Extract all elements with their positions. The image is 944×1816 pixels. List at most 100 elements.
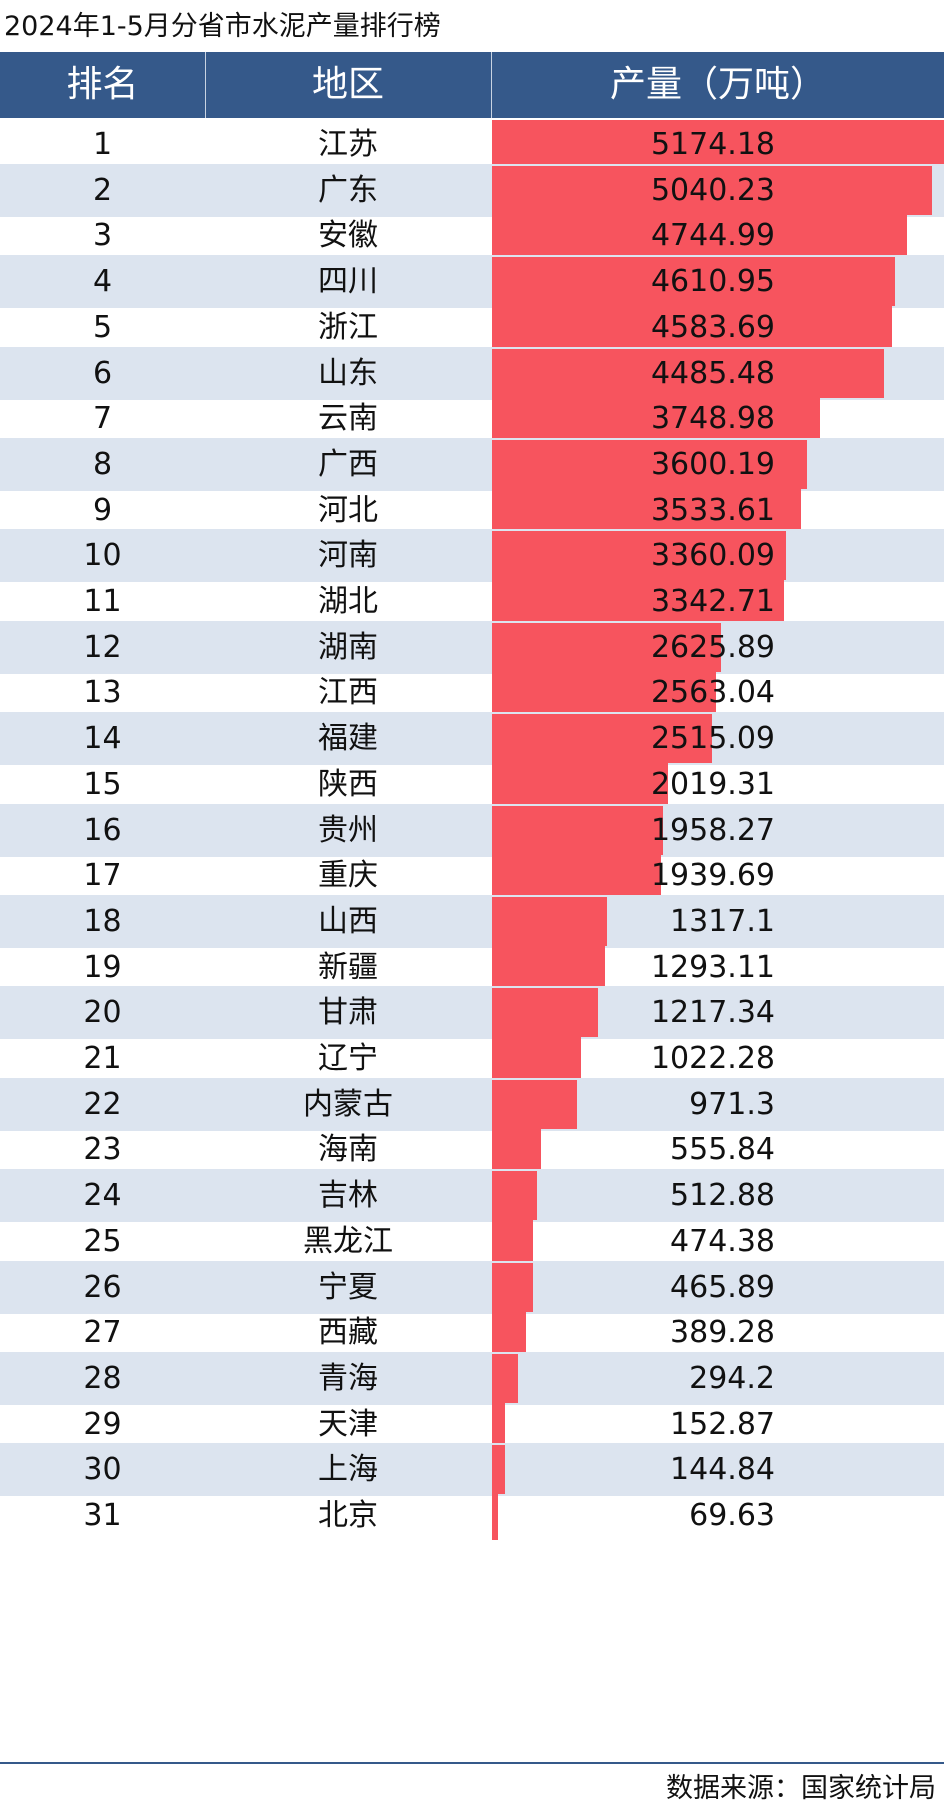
chart-title: 2024年1-5月分省市水泥产量排行榜 [4, 11, 441, 42]
output-bar [492, 1353, 518, 1403]
table-row: 25 黑龙江 474.38 [0, 1215, 944, 1268]
output-value: 1958.27 [650, 812, 775, 848]
output-bar [492, 714, 712, 764]
region-cell: 江西 [318, 675, 378, 711]
table-row: 20 甘肃 1217.34 [0, 986, 944, 1040]
region-cell: 新疆 [318, 949, 378, 985]
region-cell: 河北 [318, 492, 378, 528]
region-cell: 湖南 [318, 629, 378, 665]
output-bar [492, 942, 605, 992]
region-cell: 宁夏 [318, 1269, 378, 1305]
region-cell: 甘肃 [318, 995, 378, 1031]
table-row: 7 云南 3748.98 [0, 392, 944, 445]
region-cell: 江苏 [318, 127, 378, 162]
output-value: 4610.95 [650, 264, 775, 300]
table-row: 4 四川 4610.95 [0, 255, 944, 309]
region-cell: 福建 [318, 721, 378, 757]
output-bar [492, 805, 664, 855]
output-value: 3533.61 [650, 492, 775, 528]
region-cell: 上海 [318, 1452, 378, 1488]
table-row: 3 安徽 4744.99 [0, 209, 944, 262]
region-cell: 河南 [318, 538, 378, 574]
rank-cell: 22 [83, 1086, 122, 1122]
rank-cell: 18 [83, 903, 122, 939]
output-bar [492, 622, 722, 672]
output-value: 465.89 [670, 1269, 775, 1305]
output-bar [492, 531, 786, 581]
output-bar [492, 1445, 505, 1495]
region-cell: 广东 [318, 172, 378, 208]
rank-cell: 9 [92, 492, 113, 528]
rank-cell: 11 [83, 584, 122, 619]
table-row: 2 广东 5040.23 [0, 163, 944, 217]
output-bar [492, 896, 608, 946]
output-bar [492, 1079, 577, 1129]
region-cell: 重庆 [318, 858, 378, 894]
table-row: 31 北京 69.63 [0, 1489, 944, 1542]
table-row: 23 海南 555.84 [0, 1123, 944, 1176]
output-value: 1293.11 [650, 949, 775, 985]
output-value: 152.87 [670, 1406, 775, 1442]
output-bar [492, 988, 599, 1038]
output-value: 5174.18 [650, 127, 775, 162]
region-cell: 广西 [318, 446, 378, 482]
rank-cell: 14 [83, 721, 122, 757]
output-value: 1217.34 [650, 995, 775, 1031]
region-cell: 辽宁 [318, 1041, 378, 1076]
output-value: 69.63 [689, 1498, 775, 1533]
region-cell: 海南 [318, 1132, 378, 1168]
table-row: 22 内蒙古 971.3 [0, 1077, 944, 1131]
rank-cell: 15 [83, 766, 122, 802]
region-cell: 天津 [318, 1406, 378, 1442]
table-row: 12 湖南 2625.89 [0, 620, 944, 674]
rank-cell: 7 [92, 401, 113, 437]
output-bar [492, 1125, 541, 1175]
output-bar [492, 394, 820, 444]
output-bar [492, 1399, 506, 1449]
table-row: 17 重庆 1939.69 [0, 849, 944, 902]
rank-cell: 4 [92, 264, 113, 300]
output-bar [492, 1034, 582, 1083]
table-row: 30 上海 144.84 [0, 1443, 944, 1497]
output-value: 2563.04 [650, 675, 775, 711]
rank-cell: 17 [83, 858, 122, 894]
output-value: 555.84 [670, 1132, 775, 1168]
region-cell: 北京 [318, 1498, 378, 1533]
table-row: 19 新疆 1293.11 [0, 941, 944, 994]
rank-cell: 5 [92, 309, 113, 345]
output-value: 5040.23 [650, 172, 775, 208]
output-bar [492, 1308, 526, 1358]
region-cell: 内蒙古 [303, 1086, 393, 1122]
output-value: 294.2 [689, 1360, 775, 1396]
output-value: 2515.09 [650, 721, 775, 757]
output-value: 512.88 [670, 1178, 775, 1214]
output-value: 2625.89 [650, 629, 775, 665]
output-value: 389.28 [670, 1315, 775, 1351]
rank-cell: 3 [92, 218, 113, 254]
output-value: 474.38 [670, 1223, 775, 1259]
rank-cell: 27 [83, 1315, 122, 1351]
rank-cell: 6 [92, 355, 113, 391]
output-bar [492, 211, 907, 261]
output-bar [492, 257, 895, 307]
table-row: 21 辽宁 1022.28 [0, 1032, 944, 1085]
output-bar [492, 1491, 499, 1540]
rank-cell: 1 [92, 127, 113, 162]
output-value: 1317.1 [670, 903, 775, 939]
header-divider [491, 52, 492, 118]
rank-cell: 31 [83, 1498, 122, 1533]
table-row: 11 湖北 3342.71 [0, 575, 944, 628]
header-output: 产量（万吨） [609, 64, 826, 105]
table-row: 26 宁夏 465.89 [0, 1260, 944, 1314]
rank-cell: 10 [83, 538, 122, 574]
output-bar [492, 348, 884, 398]
table-row: 6 山东 4485.48 [0, 346, 944, 400]
output-value: 4744.99 [650, 218, 775, 254]
table-row: 1 江苏 5174.18 [0, 118, 944, 171]
output-bar [492, 668, 716, 718]
output-bar [492, 165, 933, 215]
output-bar [492, 485, 801, 535]
region-cell: 吉林 [318, 1178, 378, 1214]
region-cell: 青海 [318, 1360, 378, 1396]
output-bar [492, 1171, 537, 1221]
